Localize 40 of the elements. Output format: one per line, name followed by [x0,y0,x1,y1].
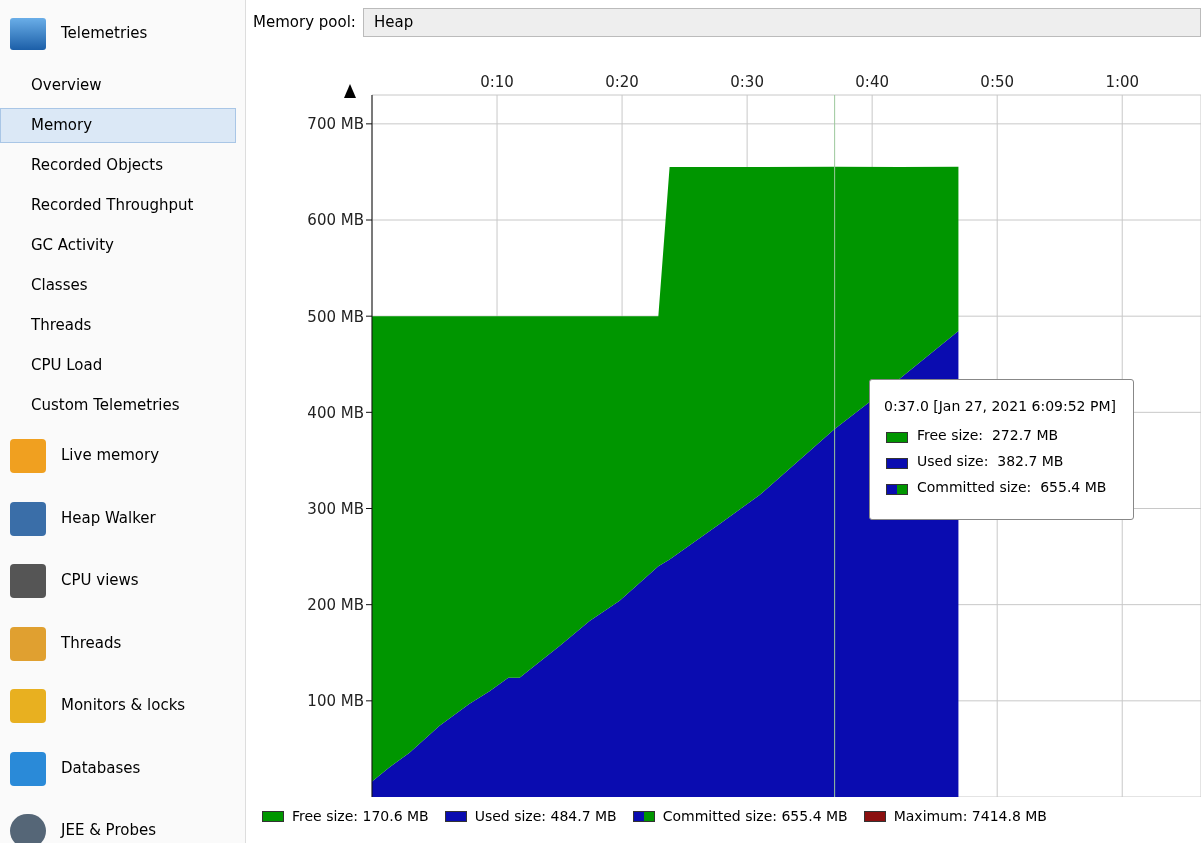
y-tick-label: 200 MB [307,596,364,614]
text: Heap [374,13,414,31]
text: Live memory [61,446,160,464]
y-tick-label: 400 MB [307,403,364,422]
x-tick-label: 1:00 [1105,73,1140,91]
text: Classes [31,276,88,294]
annotation: 0:37.0 [Jan 27, 2021 6:09:52 PM] [884,398,1116,414]
text: Overview [31,76,102,94]
text: Heap Walker [61,508,156,527]
y-tick-label: 600 MB [307,211,364,230]
text: Custom Telemetries [31,396,180,414]
y-tick-label: 700 MB [307,115,364,134]
text: Recorded Throughput [31,196,194,214]
text: JEE & Probes [61,821,156,839]
text: GC Activity [31,236,114,254]
annotation: Used size: 382.7 MB [917,453,1064,469]
x-tick-label: 0:20 [605,73,639,91]
text: Memory [31,116,93,134]
y-tick-label: 300 MB [307,499,364,518]
text: Threads [61,633,122,652]
text: Maximum: 7414.8 MB [892,808,1047,824]
text: Monitors & locks [61,696,186,714]
legend-label: Used size: 484.7 MB [473,808,617,824]
text: Telemetries [61,24,148,42]
text: Recorded Objects [31,156,164,174]
y-tick-label: 500 MB [307,307,364,326]
x-tick-label: 0:40 [855,73,889,91]
x-tick-label: 0:10 [480,73,514,91]
annotation: Committed size: 655.4 MB [917,479,1107,495]
text: CPU Load [31,356,103,374]
text: Memory pool: [253,13,356,31]
x-tick-label: 0:50 [980,73,1015,91]
text: Databases [61,758,141,777]
text: Threads [31,316,92,334]
annotation: Free size: 272.7 MB [917,427,1059,443]
y-tick-label: 100 MB [307,692,364,711]
text: Committed size: 655.4 MB [661,808,848,824]
legend-label: Free size: 170.6 MB [291,808,429,824]
x-tick-label: 0:30 [730,73,764,91]
text: CPU views [61,571,139,589]
